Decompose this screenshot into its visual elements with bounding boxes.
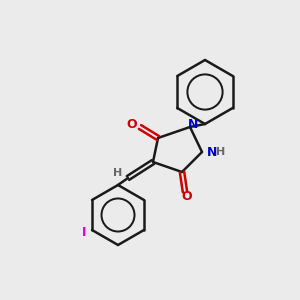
Text: N: N bbox=[188, 118, 198, 130]
Text: H: H bbox=[113, 168, 123, 178]
Text: O: O bbox=[182, 190, 192, 203]
Text: I: I bbox=[82, 226, 86, 238]
Text: O: O bbox=[127, 118, 137, 130]
Text: H: H bbox=[216, 147, 225, 157]
Text: N: N bbox=[207, 146, 217, 158]
